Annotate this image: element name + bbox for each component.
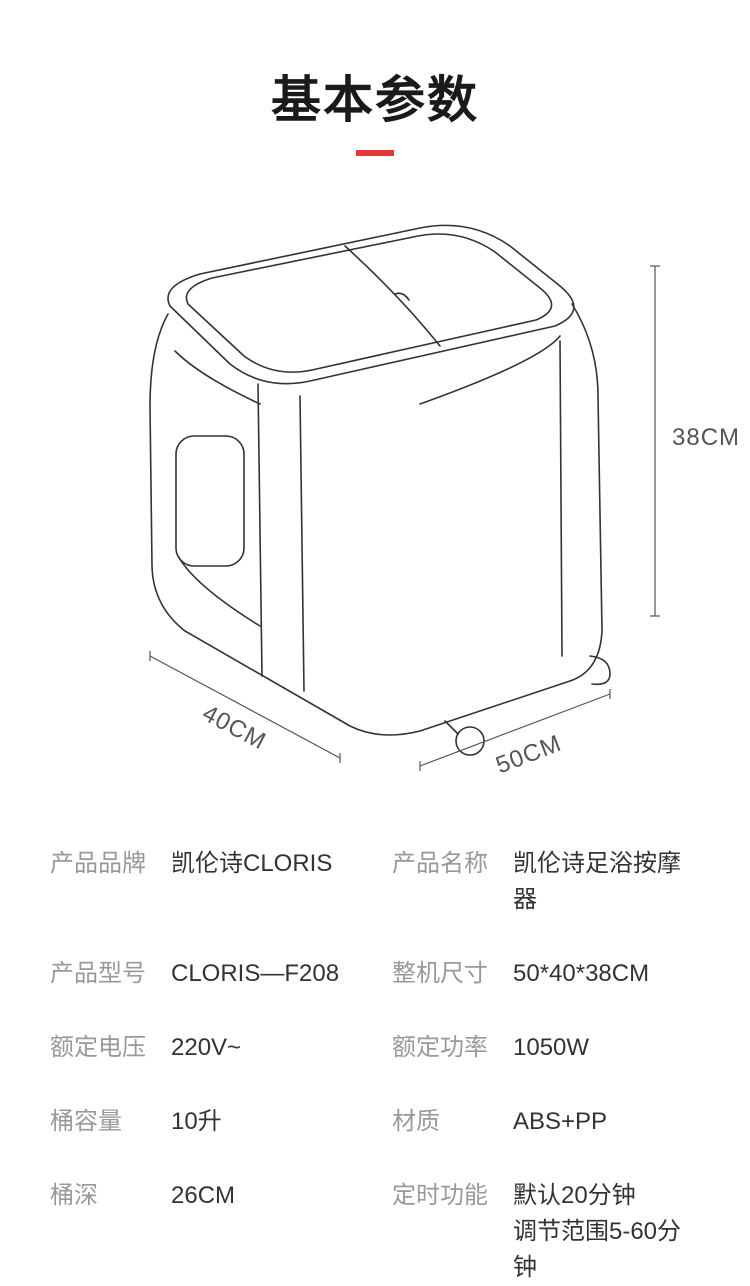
product-diagram: 38CM 40CM 50CM [0, 186, 750, 786]
spec-value: CLORIS—F208 [171, 956, 386, 992]
spec-label: 产品名称 [392, 846, 507, 918]
dim-height-label: 38CM [672, 424, 740, 452]
page-title: 基本参数 [0, 60, 750, 132]
spec-value: 1050W [513, 1030, 700, 1066]
spec-label: 材质 [392, 1104, 507, 1140]
title-underline [356, 150, 394, 156]
spec-value: ABS+PP [513, 1104, 700, 1140]
spec-label: 产品品牌 [50, 846, 165, 918]
spec-value: 220V~ [171, 1030, 386, 1066]
spec-table: 产品品牌 凯伦诗CLORIS 产品名称 凯伦诗足浴按摩器 产品型号 CLORIS… [50, 846, 700, 1286]
header-section: 基本参数 [0, 0, 750, 156]
spec-value: 10升 [171, 1104, 386, 1140]
spec-label: 产品型号 [50, 956, 165, 992]
spec-value: 50*40*38CM [513, 956, 700, 992]
spec-label: 整机尺寸 [392, 956, 507, 992]
spec-label: 桶容量 [50, 1104, 165, 1140]
diagram-svg [0, 186, 750, 786]
spec-value: 凯伦诗CLORIS [171, 846, 386, 918]
spec-value: 凯伦诗足浴按摩器 [513, 846, 700, 918]
spec-label: 额定电压 [50, 1030, 165, 1066]
spec-label: 额定功率 [392, 1030, 507, 1066]
